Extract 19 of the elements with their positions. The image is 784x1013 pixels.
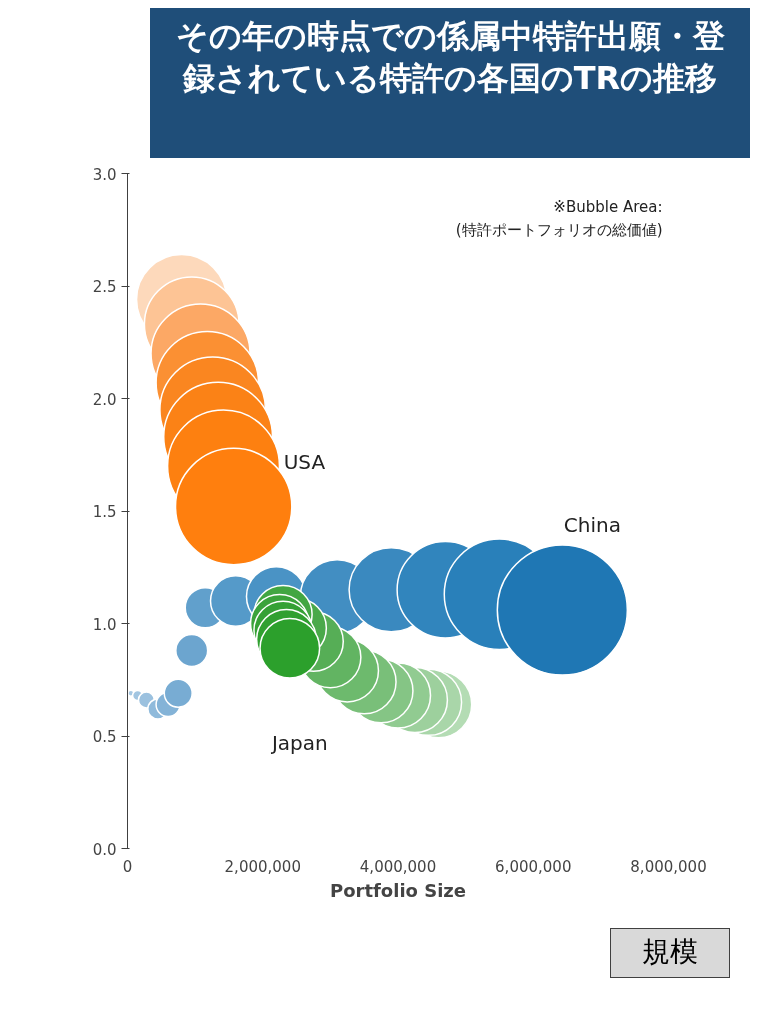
series-label: China: [563, 513, 621, 537]
y-tick-label: 1.0: [92, 615, 117, 634]
y-tick-label: 0.5: [92, 728, 117, 746]
x-tick-label: 0: [122, 857, 133, 876]
x-tick-label: 6,000,000: [495, 857, 572, 876]
y-tick-label: 3.0: [92, 165, 117, 184]
y-tick-label: 1.5: [92, 503, 117, 521]
x-tick-label: 4,000,000: [359, 857, 437, 876]
text: 規模: [642, 934, 698, 970]
x-tick-label: 2,000,000: [224, 857, 301, 876]
y-tick-label: 2.5: [92, 278, 117, 296]
x-axis-title: Portfolio Size: [329, 879, 467, 901]
y-tick-label: 0.0: [92, 840, 117, 859]
series-label: USA: [283, 449, 326, 474]
chart-title: その年の時点での係属中特許出願・登録されている特許の各国のTRの推移: [174, 16, 726, 99]
series-label: Japan: [269, 731, 328, 756]
y-tick-label: 2.0: [92, 390, 117, 409]
x-tick-label: 8,000,000: [630, 857, 707, 876]
annotation: ※Bubble Area: (特許ポートフォリオの総価値): [455, 197, 663, 240]
